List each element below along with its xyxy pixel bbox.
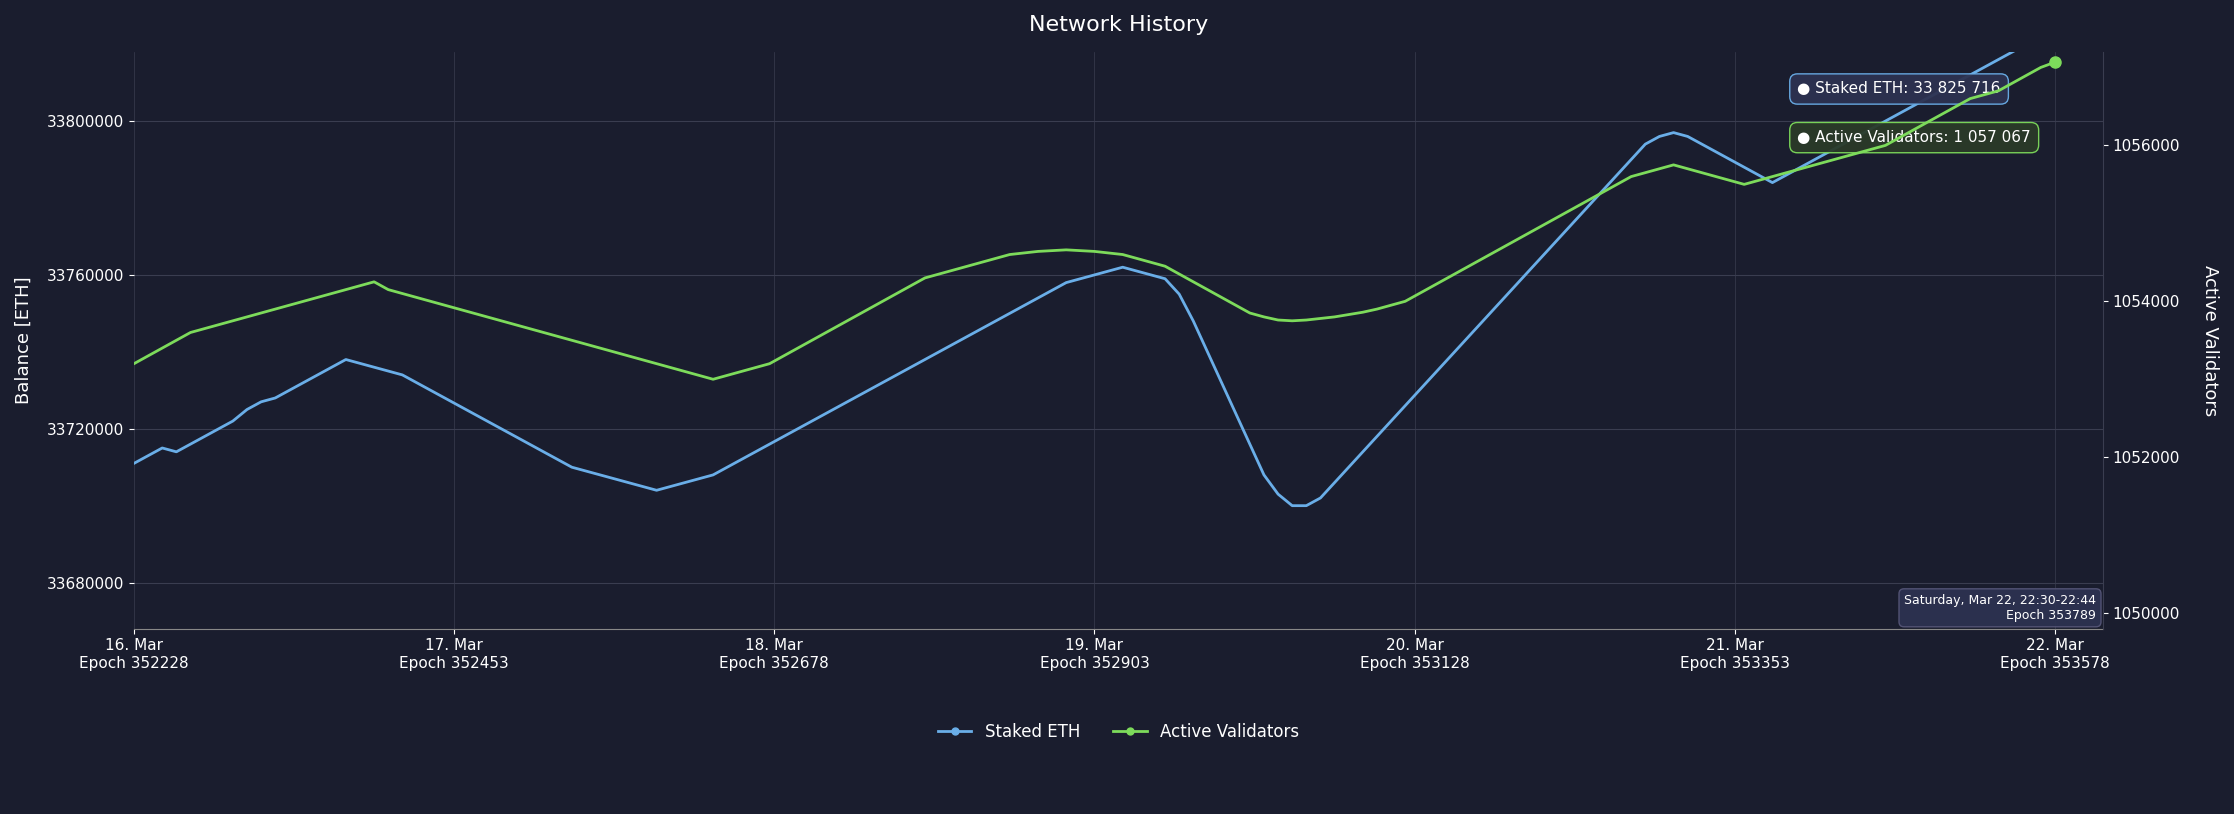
Legend: Staked ETH, Active Validators: Staked ETH, Active Validators bbox=[932, 716, 1305, 747]
Text: ● Active Validators: 1 057 067: ● Active Validators: 1 057 067 bbox=[1798, 130, 2031, 145]
Text: Saturday, Mar 22, 22:30-22:44
Epoch 353789: Saturday, Mar 22, 22:30-22:44 Epoch 3537… bbox=[1903, 593, 2095, 622]
Text: ● Staked ETH: 33 825 716: ● Staked ETH: 33 825 716 bbox=[1798, 81, 2002, 97]
Y-axis label: Balance [ETH]: Balance [ETH] bbox=[16, 277, 34, 404]
Y-axis label: Active Validators: Active Validators bbox=[2200, 265, 2218, 416]
Title: Network History: Network History bbox=[1030, 15, 1209, 35]
